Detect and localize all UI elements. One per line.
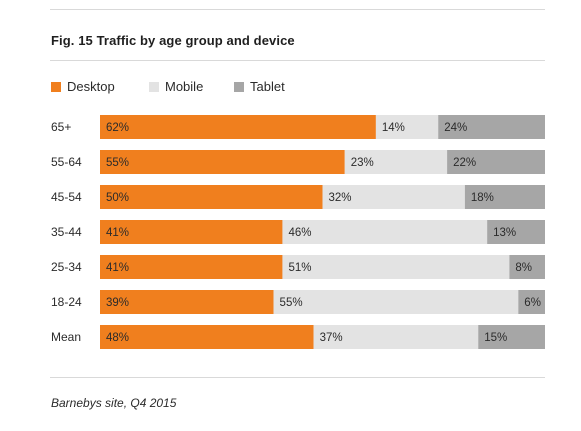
- data-label-desktop: 55%: [106, 157, 129, 169]
- bar-segment-tablet: [464, 185, 545, 209]
- data-label-mobile: 32%: [329, 192, 352, 204]
- category-label: 65+: [51, 120, 71, 134]
- data-label-desktop: 50%: [106, 192, 129, 204]
- data-label-desktop: 39%: [106, 297, 129, 309]
- bar-segment-tablet: [447, 150, 545, 174]
- bar-segment-mobile: [375, 115, 439, 139]
- bar-segment-mobile: [282, 255, 510, 279]
- bar-segment-mobile: [322, 185, 465, 209]
- category-label: 18-24: [51, 295, 82, 309]
- bar-segment-desktop: [100, 185, 323, 209]
- bar-segment-mobile: [344, 150, 448, 174]
- legend-label-mobile: Mobile: [165, 79, 204, 94]
- bar-segment-tablet: [478, 325, 545, 349]
- category-label: Mean: [51, 330, 81, 344]
- data-label-tablet: 18%: [471, 192, 494, 204]
- legend-swatch-mobile: [149, 82, 159, 92]
- bar-segment-tablet: [518, 290, 545, 314]
- bar-segment-mobile: [313, 325, 479, 349]
- bar-segment-desktop: [100, 150, 345, 174]
- data-label-mobile: 46%: [288, 227, 311, 239]
- bar-segment-tablet: [509, 255, 545, 279]
- data-label-mobile: 37%: [320, 332, 343, 344]
- bottom-divider: [50, 377, 545, 378]
- bar-segment-desktop: [100, 255, 283, 279]
- bar-segment-tablet: [487, 220, 545, 244]
- legend-swatch-desktop: [51, 82, 61, 92]
- data-label-tablet: 6%: [524, 297, 541, 309]
- bar-segment-desktop: [100, 290, 274, 314]
- data-label-tablet: 24%: [444, 122, 467, 134]
- category-label: 25-34: [51, 260, 82, 274]
- bar-segment-desktop: [100, 115, 376, 139]
- legend-item-desktop: Desktop: [51, 79, 115, 94]
- legend-item-mobile: Mobile: [149, 79, 203, 94]
- bar-segment-desktop: [100, 325, 314, 349]
- data-label-desktop: 41%: [106, 227, 129, 239]
- category-label: 45-54: [51, 190, 82, 204]
- category-label: 35-44: [51, 225, 82, 239]
- legend-swatch-tablet: [234, 82, 244, 92]
- bar-segment-mobile: [282, 220, 488, 244]
- category-label: 55-64: [51, 155, 82, 169]
- data-label-tablet: 22%: [453, 157, 476, 169]
- data-label-desktop: 41%: [106, 262, 129, 274]
- data-label-tablet: 15%: [484, 332, 507, 344]
- data-label-desktop: 62%: [106, 122, 129, 134]
- data-label-mobile: 14%: [382, 122, 405, 134]
- legend-label-desktop: Desktop: [67, 79, 115, 94]
- data-label-mobile: 55%: [280, 297, 303, 309]
- figure-caption: Barnebys site, Q4 2015: [51, 396, 177, 410]
- data-label-desktop: 48%: [106, 332, 129, 344]
- bar-segment-tablet: [438, 115, 545, 139]
- data-label-tablet: 8%: [515, 262, 532, 274]
- figure-title: Fig. 15 Traffic by age group and device: [51, 33, 295, 48]
- bar-segment-mobile: [273, 290, 519, 314]
- data-label-mobile: 51%: [288, 262, 311, 274]
- top-divider: [50, 9, 545, 10]
- legend-item-tablet: Tablet: [234, 79, 285, 94]
- data-label-tablet: 13%: [493, 227, 516, 239]
- legend-label-tablet: Tablet: [250, 79, 285, 94]
- bar-segment-desktop: [100, 220, 283, 244]
- title-divider: [50, 60, 545, 61]
- data-label-mobile: 23%: [351, 157, 374, 169]
